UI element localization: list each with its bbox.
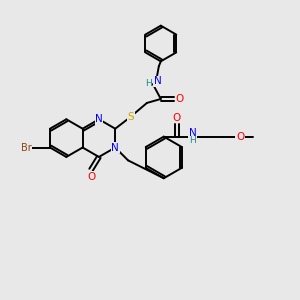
Text: O: O <box>172 113 181 123</box>
Text: N: N <box>111 142 119 152</box>
Text: N: N <box>95 114 103 124</box>
Text: O: O <box>176 94 184 104</box>
Text: O: O <box>236 132 244 142</box>
Text: H: H <box>145 79 152 88</box>
Text: O: O <box>87 172 95 182</box>
Text: N: N <box>189 128 196 138</box>
Text: N: N <box>154 76 162 86</box>
Text: H: H <box>189 136 196 145</box>
Text: Br: Br <box>21 142 32 152</box>
Text: S: S <box>128 112 134 122</box>
